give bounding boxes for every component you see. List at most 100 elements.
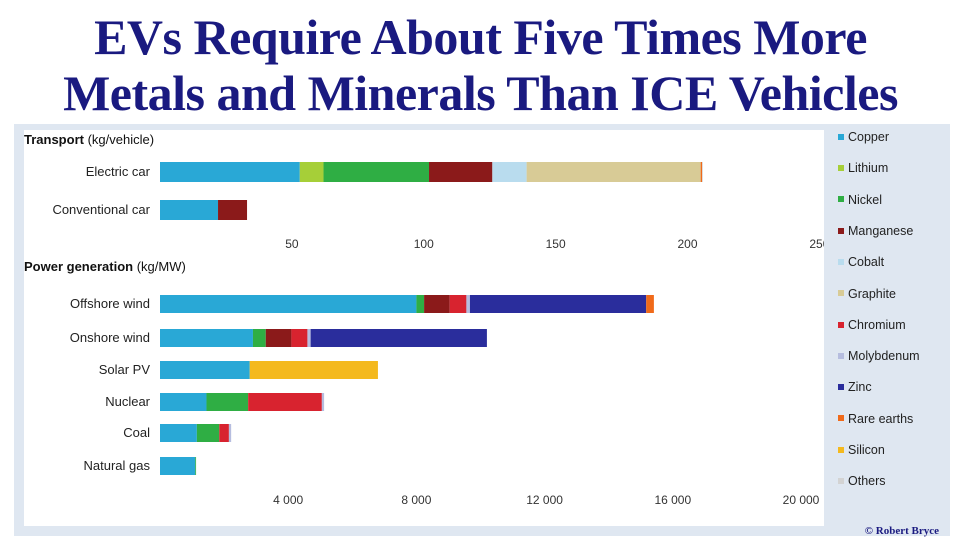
x-tick-label: 4 000	[273, 493, 303, 507]
category-label: Coal	[123, 425, 150, 440]
section-title-unit: (kg/vehicle)	[88, 132, 154, 147]
bar-segment-copper	[160, 424, 197, 442]
legend-item: Cobalt	[838, 255, 884, 271]
legend-item: Manganese	[838, 224, 913, 240]
legend-item: Rare earths	[838, 412, 913, 428]
bar-segment-silicon	[249, 361, 378, 379]
legend-swatch	[838, 352, 844, 359]
bar-segment-zinc	[469, 295, 647, 313]
chart-title-line-2: Metals and Minerals Than ICE Vehicles	[63, 65, 898, 121]
legend-label: Manganese	[848, 223, 914, 238]
bar-segment-nickel	[323, 162, 430, 182]
chart-svg: Transport (kg/vehicle) Electric car Conven…	[24, 132, 824, 507]
bar-segment-nickel	[195, 457, 197, 475]
bar-segment-copper	[160, 361, 250, 379]
bar-segment-copper	[160, 329, 253, 347]
legend-item: Silicon	[838, 443, 885, 459]
category-label: Conventional car	[52, 202, 150, 217]
legend-swatch	[838, 290, 844, 297]
legend-label: Zinc	[848, 380, 872, 395]
bar-segment-others	[702, 162, 703, 182]
legend-item: Nickel	[838, 193, 882, 209]
legend-item: Molybdenum	[838, 349, 920, 365]
bar-segment-molybdenum	[228, 424, 232, 442]
bar-segment-manganese	[265, 329, 292, 347]
bar-segment-chromium	[449, 295, 467, 313]
title-block: EVs Require About Five Times More Metals…	[0, 0, 961, 124]
category-label: Nuclear	[105, 394, 150, 409]
section-title-bold: Power generation	[24, 259, 137, 274]
category-label: Solar PV	[99, 362, 151, 377]
section-title-bold: Transport	[24, 132, 88, 147]
section-title-1: Power generation (kg/MW)	[24, 259, 186, 274]
legend-swatch	[838, 478, 844, 484]
bar-segment-chromium	[248, 393, 322, 411]
bar-segment-chromium	[219, 424, 229, 442]
legend-label: Nickel	[848, 192, 883, 207]
bar-segment-lithium	[299, 162, 324, 182]
legend-item: Lithium	[838, 161, 888, 177]
legend-swatch	[838, 384, 844, 391]
legend-swatch	[838, 227, 844, 234]
legend-label: Rare earths	[848, 411, 914, 426]
category-label: Onshore wind	[70, 330, 150, 345]
legend-swatch	[838, 165, 844, 171]
x-tick-label: 150	[546, 237, 566, 251]
bar-segment-graphite	[526, 162, 701, 182]
legend-item: Copper	[838, 130, 889, 146]
category-label: Electric car	[86, 164, 151, 179]
category-label: Natural gas	[84, 458, 151, 473]
plot-area: Transport (kg/vehicle) Electric car Conven…	[24, 130, 824, 526]
chart-title-line-1: EVs Require About Five Times More	[94, 9, 867, 65]
bar-segment-nickel	[416, 295, 425, 313]
bar-segment-rare-earths	[700, 162, 703, 182]
legend-swatch	[838, 196, 844, 203]
section-title-unit: (kg/MW)	[137, 259, 186, 274]
category-label: Offshore wind	[70, 296, 150, 311]
bar-segment-nickel	[206, 393, 249, 411]
legend-label: Lithium	[848, 161, 889, 176]
bar-segment-manganese	[218, 200, 248, 220]
legend-item: Zinc	[838, 380, 872, 396]
legend-label: Cobalt	[848, 255, 885, 270]
legend-swatch	[838, 258, 844, 265]
x-tick-label: 100	[414, 237, 434, 251]
section-title-0: Transport (kg/vehicle)	[24, 132, 154, 147]
bar-segment-chromium	[291, 329, 308, 347]
bar-segment-copper	[160, 457, 196, 475]
bar-segment-molybdenum	[321, 393, 325, 411]
x-tick-label: 250	[809, 237, 824, 251]
legend-label: Copper	[848, 130, 889, 144]
x-tick-label: 200	[677, 237, 697, 251]
bar-segment-nickel	[196, 424, 220, 442]
bar-segment-manganese	[424, 295, 450, 313]
legend-label: Others	[848, 474, 886, 489]
x-tick-label: 12 000	[526, 493, 563, 507]
legend-label: Graphite	[848, 286, 896, 301]
legend-swatch	[838, 446, 844, 453]
bar-segment-cobalt	[492, 162, 527, 182]
bar-segment-copper	[160, 200, 219, 220]
credit-text: © Robert Bryce	[864, 525, 939, 537]
legend-item: Graphite	[838, 287, 896, 303]
legend-item: Chromium	[838, 318, 906, 334]
legend-item: Others	[838, 474, 886, 490]
legend-label: Molybdenum	[848, 349, 920, 364]
x-tick-label: 50	[285, 237, 299, 251]
legend-swatch	[838, 133, 844, 140]
legend-label: Chromium	[848, 317, 906, 332]
legend: Copper Lithium Nickel Manganese Cobalt Graphi…	[834, 130, 946, 510]
x-tick-label: 20 000	[783, 493, 820, 507]
legend-swatch	[838, 415, 844, 422]
legend-label: Silicon	[848, 443, 885, 457]
bar-segment-copper	[160, 393, 207, 411]
legend-swatch	[838, 321, 844, 328]
bar-segment-rare-earths	[646, 295, 654, 313]
bar-segment-zinc	[310, 329, 487, 347]
bar-segment-copper	[160, 295, 417, 313]
x-tick-label: 16 000	[654, 493, 691, 507]
bar-segment-molybdenum	[466, 295, 470, 313]
bar-segment-copper	[160, 162, 300, 182]
x-tick-label: 8 000	[401, 493, 431, 507]
bar-segment-nickel	[252, 329, 266, 347]
